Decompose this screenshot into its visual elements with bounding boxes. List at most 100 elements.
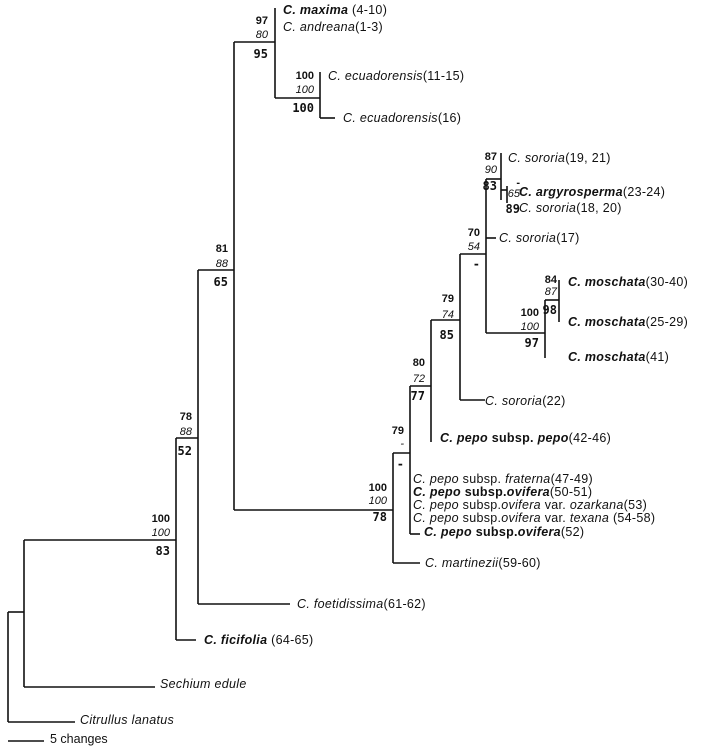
jackknife-value: 88 xyxy=(180,426,193,438)
taxon-label-part: var. xyxy=(541,498,570,512)
decay-value: 77 xyxy=(411,389,425,403)
taxon-label-part: subsp. xyxy=(459,511,501,525)
bootstrap-value: 79 xyxy=(392,425,404,437)
decay-value: 83 xyxy=(483,179,497,193)
taxon-label-part: (50-51) xyxy=(550,485,592,499)
jackknife-value: 90 xyxy=(485,164,498,176)
taxon-label-part: (4-10) xyxy=(348,3,387,17)
decay-value: 95 xyxy=(254,47,268,61)
jackknife-value: - xyxy=(400,438,404,450)
taxon-label-maxima: C. maxima (4-10) xyxy=(283,3,387,17)
decay-value: 83 xyxy=(156,544,170,558)
decay-value: 100 xyxy=(292,101,314,115)
taxon-label-part: (41) xyxy=(646,350,669,364)
taxon-label-part: (53) xyxy=(624,498,647,512)
jackknife-value: 74 xyxy=(442,309,454,321)
taxon-label-part: fraterna xyxy=(505,472,550,486)
taxon-label-martinezii: C. martinezii(59-60) xyxy=(425,556,541,570)
taxon-label-part: C. martinezii xyxy=(425,556,499,570)
taxon-label-part: C. moschata xyxy=(568,315,646,329)
taxon-label-part: (42-46) xyxy=(569,431,611,445)
decay-value: - xyxy=(397,457,404,471)
decay-value: 52 xyxy=(178,444,192,458)
taxon-label-part: ovifera xyxy=(518,525,561,539)
bootstrap-value: 87 xyxy=(485,151,497,163)
taxon-label-ficifolia: C. ficifolia (64-65) xyxy=(204,633,314,647)
taxon-label-part: (17) xyxy=(556,231,579,245)
taxon-label-sor1820: C. sororia(18, 20) xyxy=(519,201,622,215)
taxon-label-part: C. sororia xyxy=(485,394,542,408)
decay-value: 97 xyxy=(525,336,539,350)
taxon-label-mos2529: C. moschata(25-29) xyxy=(568,315,688,329)
scale-bar-label: 5 changes xyxy=(50,732,108,746)
jackknife-value: 88 xyxy=(216,258,229,270)
taxon-label-part: (22) xyxy=(542,394,565,408)
taxon-label-texana: C. pepo subsp.ovifera var. texana (54-58… xyxy=(413,511,655,525)
decay-value: 65 xyxy=(214,275,228,289)
bootstrap-value: 79 xyxy=(442,293,454,305)
taxon-label-mos3040: C. moschata(30-40) xyxy=(568,275,688,289)
taxon-label-citrullus: Citrullus lanatus xyxy=(80,713,174,727)
taxon-label-part: C. pepo xyxy=(424,525,472,539)
taxon-label-andreana: C. andreana(1-3) xyxy=(283,20,383,34)
decay-value: 78 xyxy=(373,510,387,524)
taxon-label-part: pepo xyxy=(537,431,569,445)
jackknife-value: 87 xyxy=(545,286,558,298)
taxon-label-part: C. pepo xyxy=(440,431,488,445)
taxon-label-part: subsp. xyxy=(472,525,518,539)
taxon-label-part: (54-58) xyxy=(609,511,655,525)
taxon-label-part: (64-65) xyxy=(267,633,313,647)
taxon-label-part: C. ecuadorensis xyxy=(328,69,423,83)
decay-value: 98 xyxy=(543,303,557,317)
taxon-label-part: (61-62) xyxy=(383,597,425,611)
jackknife-value: 72 xyxy=(413,373,425,385)
taxon-label-ovi5051: C. pepo subsp.ovifera(50-51) xyxy=(413,485,592,499)
taxon-label-part: C. moschata xyxy=(568,350,646,364)
taxon-label-sor17: C. sororia(17) xyxy=(499,231,580,245)
taxon-label-part: subsp. xyxy=(461,485,507,499)
taxon-label-part: C. argyrosperma xyxy=(519,185,623,199)
jackknife-value: 54 xyxy=(468,241,480,253)
taxon-label-part: Sechium edule xyxy=(160,677,247,691)
bootstrap-value: 100 xyxy=(369,482,387,494)
taxon-label-part: C. pepo xyxy=(413,485,461,499)
taxon-label-part: (18, 20) xyxy=(576,201,621,215)
taxon-label-part: ozarkana xyxy=(570,498,624,512)
taxon-label-part: (25-29) xyxy=(646,315,688,329)
taxon-label-part: C. ficifolia xyxy=(204,633,267,647)
jackknife-value: 80 xyxy=(256,29,269,41)
bootstrap-value: 100 xyxy=(152,513,170,525)
taxon-label-part: ovifera xyxy=(501,498,541,512)
bootstrap-value: 78 xyxy=(180,411,192,423)
bootstrap-value: 97 xyxy=(256,15,268,27)
jackknife-value: 65 xyxy=(508,188,521,200)
taxon-label-part: (30-40) xyxy=(646,275,688,289)
bootstrap-value: 100 xyxy=(521,307,539,319)
taxon-label-part: ovifera xyxy=(501,511,541,525)
taxon-label-part: C. pepo xyxy=(413,498,459,512)
jackknife-value: 100 xyxy=(369,495,388,507)
taxon-label-foetid: C. foetidissima(61-62) xyxy=(297,597,426,611)
taxon-label-part: (47-49) xyxy=(551,472,593,486)
taxon-label-argy: C. argyrosperma(23-24) xyxy=(519,185,665,199)
taxon-label-fraterna: C. pepo subsp. fraterna(47-49) xyxy=(413,472,593,486)
taxon-label-part: C. ecuadorensis xyxy=(343,111,438,125)
bootstrap-value: 100 xyxy=(296,70,314,82)
taxon-label-part: subsp. xyxy=(459,498,501,512)
taxon-label-ecu2: C. ecuadorensis(16) xyxy=(343,111,461,125)
taxon-label-sechium: Sechium edule xyxy=(160,677,247,691)
bootstrap-value: 84 xyxy=(545,274,558,286)
taxon-label-part: texana xyxy=(570,511,609,525)
taxon-label-part: C. pepo xyxy=(413,511,459,525)
taxon-label-part: C. moschata xyxy=(568,275,646,289)
bootstrap-value: - xyxy=(516,177,520,189)
decay-value: 89 xyxy=(506,202,520,216)
bootstrap-value: 81 xyxy=(216,243,228,255)
decay-value: - xyxy=(473,257,480,271)
bootstrap-value: 80 xyxy=(413,357,425,369)
taxon-label-part: C. sororia xyxy=(519,201,576,215)
taxon-label-part: (16) xyxy=(438,111,461,125)
taxon-label-part: ovifera xyxy=(507,485,550,499)
taxon-label-part: subsp. xyxy=(488,431,538,445)
